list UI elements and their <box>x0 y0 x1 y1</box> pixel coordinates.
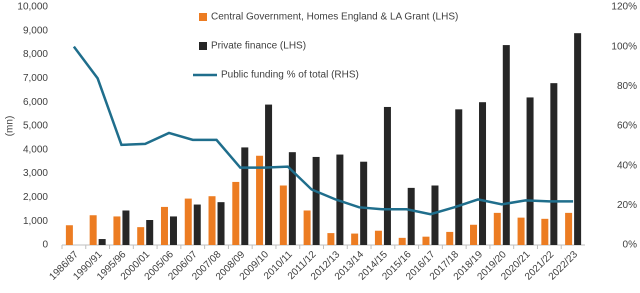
bar <box>89 215 97 245</box>
legend-swatch <box>199 42 207 50</box>
bar <box>193 204 201 245</box>
bar <box>256 155 264 245</box>
y-tick-label: 10,000 <box>17 2 48 13</box>
legend-swatch <box>199 13 207 21</box>
y2-tick-label: 80% <box>617 81 637 92</box>
bar <box>265 104 273 245</box>
bar <box>312 156 320 245</box>
bar <box>455 109 463 245</box>
bar <box>160 206 168 245</box>
y2-tick-label: 100% <box>611 41 637 52</box>
bar <box>517 217 525 245</box>
bar <box>303 210 311 245</box>
bar <box>137 227 145 245</box>
y2-tick-label: 40% <box>617 160 637 171</box>
bar <box>526 97 534 245</box>
bar <box>374 230 382 245</box>
bar <box>360 161 368 245</box>
bar <box>351 233 359 245</box>
y-tick-label: 2,000 <box>23 192 48 203</box>
line <box>72 45 574 216</box>
bar <box>146 220 154 245</box>
legend-label: Central Government, Homes England & LA G… <box>211 12 458 23</box>
y-tick-label: 6,000 <box>23 97 48 108</box>
y-tick-label: 5,000 <box>23 121 48 132</box>
bar <box>288 152 296 245</box>
bar <box>502 45 510 245</box>
bar <box>98 239 106 245</box>
bar <box>169 216 177 245</box>
bar <box>184 198 192 245</box>
bar <box>422 236 430 245</box>
y-tick-label: 7,000 <box>23 73 48 84</box>
bar <box>565 212 573 245</box>
y-tick-label: 3,000 <box>23 168 48 179</box>
legend-label: Public funding % of total (RHS) <box>221 70 359 81</box>
bar <box>479 102 487 245</box>
bar <box>279 185 287 245</box>
bar <box>431 185 439 245</box>
bar <box>217 202 225 245</box>
y2-tick-label: 60% <box>617 121 637 132</box>
y2-tick-label: 120% <box>611 2 637 13</box>
bar <box>208 196 216 245</box>
bar <box>327 233 335 245</box>
bar <box>470 224 478 245</box>
bar <box>407 187 415 245</box>
y-tick-label: 4,000 <box>23 144 48 155</box>
y-axis-label: (mn) <box>5 116 16 137</box>
y-tick-label: 9,000 <box>23 25 48 36</box>
bar <box>541 218 549 245</box>
y2-tick-label: 0% <box>623 240 638 251</box>
bar <box>574 33 582 246</box>
legend-label: Private finance (LHS) <box>211 41 306 52</box>
y-tick-label: 0 <box>42 240 48 251</box>
bar <box>550 83 558 245</box>
bar <box>232 181 240 245</box>
bar <box>446 231 454 245</box>
y-tick-label: 1,000 <box>23 216 48 227</box>
bar <box>493 212 501 245</box>
bar <box>241 147 249 245</box>
y-tick-label: 8,000 <box>23 49 48 60</box>
y2-tick-label: 20% <box>617 200 637 211</box>
bar <box>383 106 391 246</box>
bar <box>122 210 130 245</box>
bar <box>65 225 73 245</box>
bar <box>398 237 406 245</box>
bar <box>113 216 121 245</box>
